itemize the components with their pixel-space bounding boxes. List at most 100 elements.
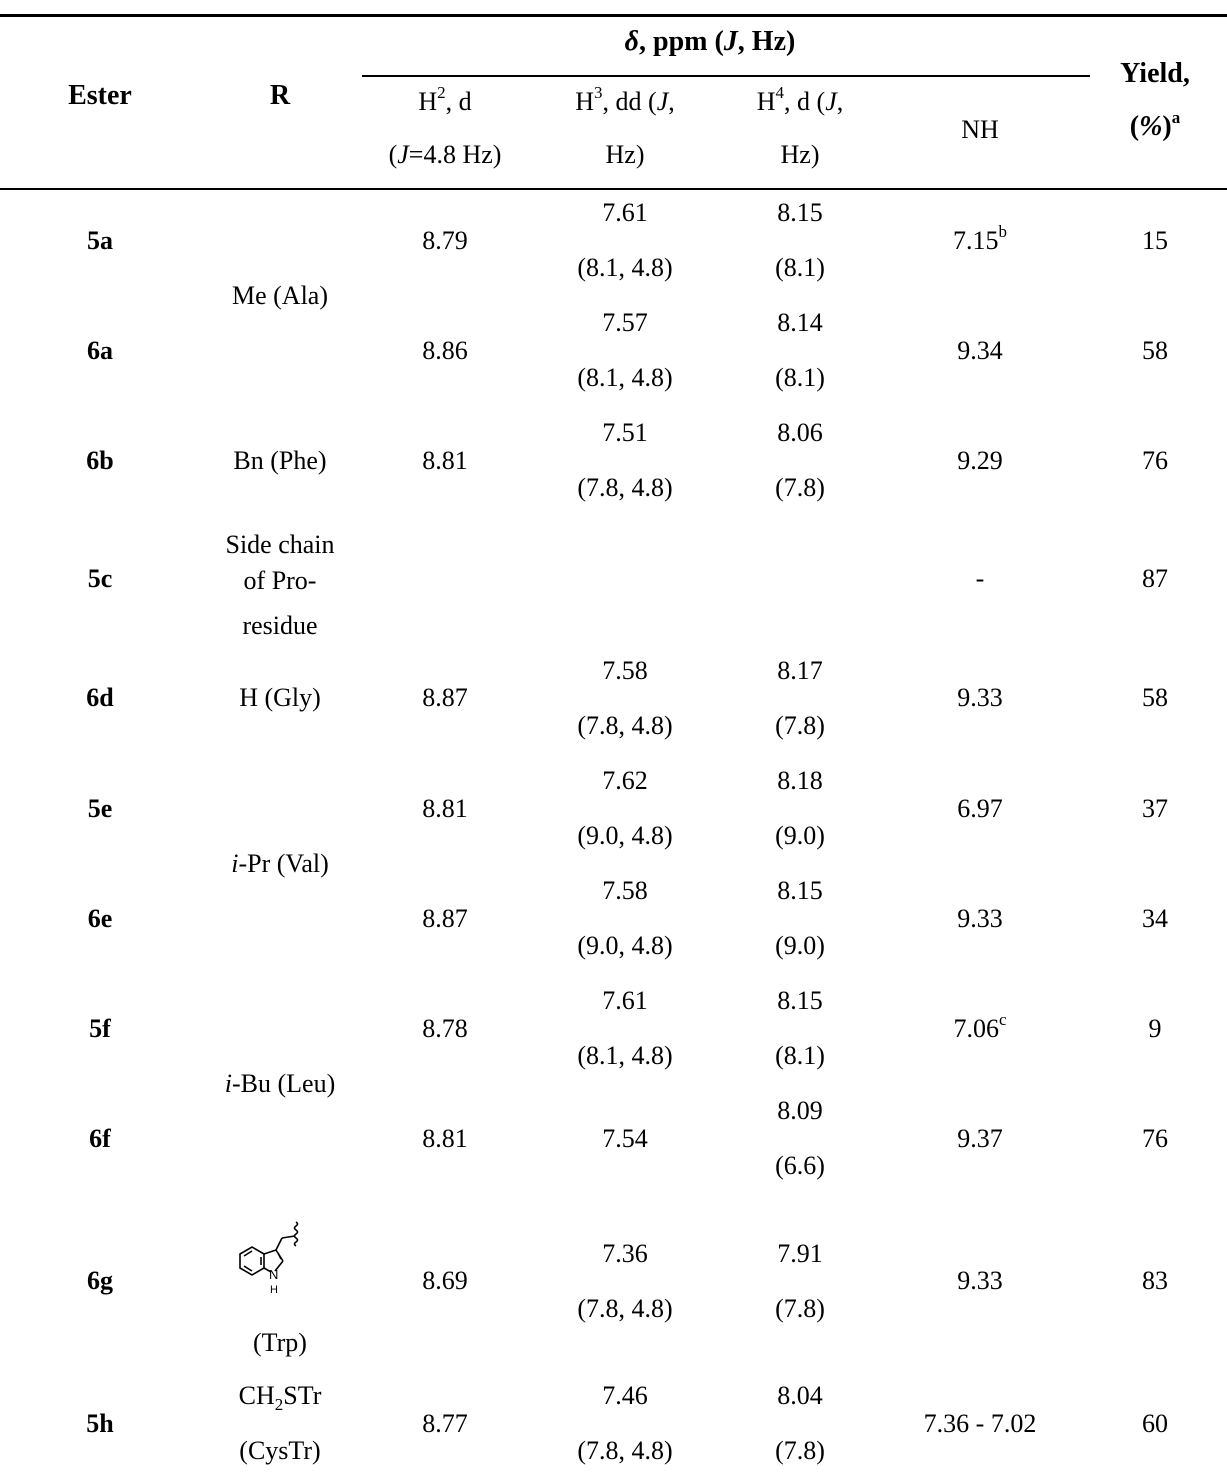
header-h2: H2, d [418, 83, 472, 116]
row-6g-yield: 83 [1142, 1266, 1168, 1295]
row-6d-h4: 8.17 [777, 656, 823, 685]
r-ala: Me (Ala) [231, 281, 328, 310]
row-6d-nh: 9.33 [957, 683, 1003, 712]
row-5a-yield: 15 [1142, 226, 1168, 255]
row-5h-h3: 7.46 [602, 1381, 648, 1410]
row-5h-h2: 8.77 [422, 1409, 468, 1438]
row-6g-h4-j: (7.8) [775, 1294, 825, 1323]
top-rule [0, 14, 1227, 17]
row-6a-ester: 6a [87, 336, 113, 365]
row-5h-h3-j: (7.8, 4.8) [577, 1436, 673, 1465]
row-6f-h4: 8.09 [777, 1096, 823, 1125]
row-6e-h3: 7.58 [602, 876, 648, 905]
header-h2-j: (J=4.8 Hz) [388, 140, 502, 169]
indole-h-label: H [270, 1284, 278, 1296]
row-5a-h3: 7.61 [602, 198, 648, 227]
row-5h-yield: 60 [1142, 1409, 1168, 1438]
row-6a-h3-j: (8.1, 4.8) [577, 363, 673, 392]
row-5c-r-line1: Side chain [225, 530, 335, 559]
row-6f-ester: 6f [89, 1124, 111, 1153]
row-5c-r-line3: residue [242, 611, 318, 640]
row-5a-h4-j: (8.1) [775, 253, 825, 282]
row-5h-ester: 5h [86, 1409, 114, 1438]
row-5h-r: CH2STr [238, 1381, 322, 1414]
row-6f-h2: 8.81 [422, 1124, 468, 1153]
row-6d-h2: 8.87 [422, 683, 468, 712]
header-yield-pct: (%)a [1129, 108, 1181, 142]
header-h3-unit: Hz) [605, 140, 645, 169]
row-6e-ester: 6e [87, 904, 113, 933]
header-bottom-rule [0, 188, 1227, 190]
header-yield: Yield, [1120, 58, 1190, 89]
row-6g-h4: 7.91 [777, 1239, 823, 1268]
row-6d-h4-j: (7.8) [775, 711, 825, 740]
row-6b-h4: 8.06 [777, 418, 823, 447]
row-5f-h3-j: (8.1, 4.8) [577, 1041, 673, 1070]
row-6b-yield: 76 [1142, 446, 1168, 475]
row-6a-yield: 58 [1142, 336, 1168, 365]
row-6d-h3: 7.58 [602, 656, 648, 685]
row-5e-h4: 8.18 [777, 766, 823, 795]
row-6b-ester: 6b [86, 446, 114, 475]
row-6b-h4-j: (7.8) [775, 473, 825, 502]
row-5f-nh: 7.06c [953, 1010, 1007, 1043]
header-nh: NH [961, 115, 999, 144]
row-6a-h4: 8.14 [777, 308, 823, 337]
header-ester: Ester [68, 80, 132, 111]
r-val: i-Pr (Val) [231, 849, 329, 878]
row-5e-yield: 37 [1142, 794, 1168, 823]
row-6g-h2: 8.69 [422, 1266, 468, 1295]
row-6f-yield: 76 [1142, 1124, 1168, 1153]
header-h4: H4, d (J, [756, 83, 844, 116]
row-6e-h4-j: (9.0) [775, 931, 825, 960]
row-6g-h3: 7.36 [602, 1239, 648, 1268]
row-6b-nh: 9.29 [957, 446, 1003, 475]
indole-structure-drawing: N H [239, 1221, 299, 1296]
row-6b-r: Bn (Phe) [233, 446, 327, 475]
row-5e-h3: 7.62 [602, 766, 648, 795]
indole-structure: N H [220, 1200, 340, 1300]
header-h4-unit: Hz) [780, 140, 820, 169]
row-5e-h4-j: (9.0) [775, 821, 825, 850]
row-5a-nh: 7.15b [953, 222, 1007, 255]
row-6e-h3-j: (9.0, 4.8) [577, 931, 673, 960]
row-6b-h2: 8.81 [422, 446, 468, 475]
row-6e-h2: 8.87 [422, 904, 468, 933]
row-6d-r: H (Gly) [239, 683, 321, 712]
row-5f-h4: 8.15 [777, 986, 823, 1015]
row-6g-nh: 9.33 [957, 1266, 1003, 1295]
row-5f-h3: 7.61 [602, 986, 648, 1015]
row-6b-h3: 7.51 [602, 418, 648, 447]
row-6e-yield: 34 [1142, 904, 1168, 933]
row-5e-h2: 8.81 [422, 794, 468, 823]
row-5a-h3-j: (8.1, 4.8) [577, 253, 673, 282]
row-6e-nh: 9.33 [957, 904, 1003, 933]
row-5f-yield: 9 [1148, 1014, 1162, 1043]
row-6d-ester: 6d [86, 683, 114, 712]
row-5a-h4: 8.15 [777, 198, 823, 227]
row-5c-yield: 87 [1142, 564, 1168, 593]
row-6g-ester: 6g [87, 1266, 113, 1295]
row-5c-r-line2: of Pro- [243, 566, 317, 595]
row-6d-h3-j: (7.8, 4.8) [577, 711, 673, 740]
row-5c-ester: 5c [87, 564, 113, 593]
row-6g-h3-j: (7.8, 4.8) [577, 1294, 673, 1323]
row-5h-h4: 8.04 [777, 1381, 823, 1410]
row-5c-nh: - [975, 564, 985, 593]
row-6e-h4: 8.15 [777, 876, 823, 905]
header-h3: H3, dd (J, [575, 83, 675, 116]
row-5e-ester: 5e [87, 794, 113, 823]
row-5e-h3-j: (9.0, 4.8) [577, 821, 673, 850]
r-leu: i-Bu (Leu) [224, 1069, 336, 1098]
row-5a-ester: 5a [87, 226, 113, 255]
row-5h-h4-j: (7.8) [775, 1436, 825, 1465]
row-6f-h4-j: (6.6) [775, 1151, 825, 1180]
row-6f-h3: 7.54 [602, 1124, 648, 1153]
row-6a-h2: 8.86 [422, 336, 468, 365]
row-6a-h4-j: (8.1) [775, 363, 825, 392]
row-6a-nh: 9.34 [957, 336, 1003, 365]
row-6b-h3-j: (7.8, 4.8) [577, 473, 673, 502]
row-5f-ester: 5f [89, 1014, 111, 1043]
row-6g-r: (Trp) [253, 1328, 307, 1357]
indole-n-label: N [269, 1267, 278, 1282]
